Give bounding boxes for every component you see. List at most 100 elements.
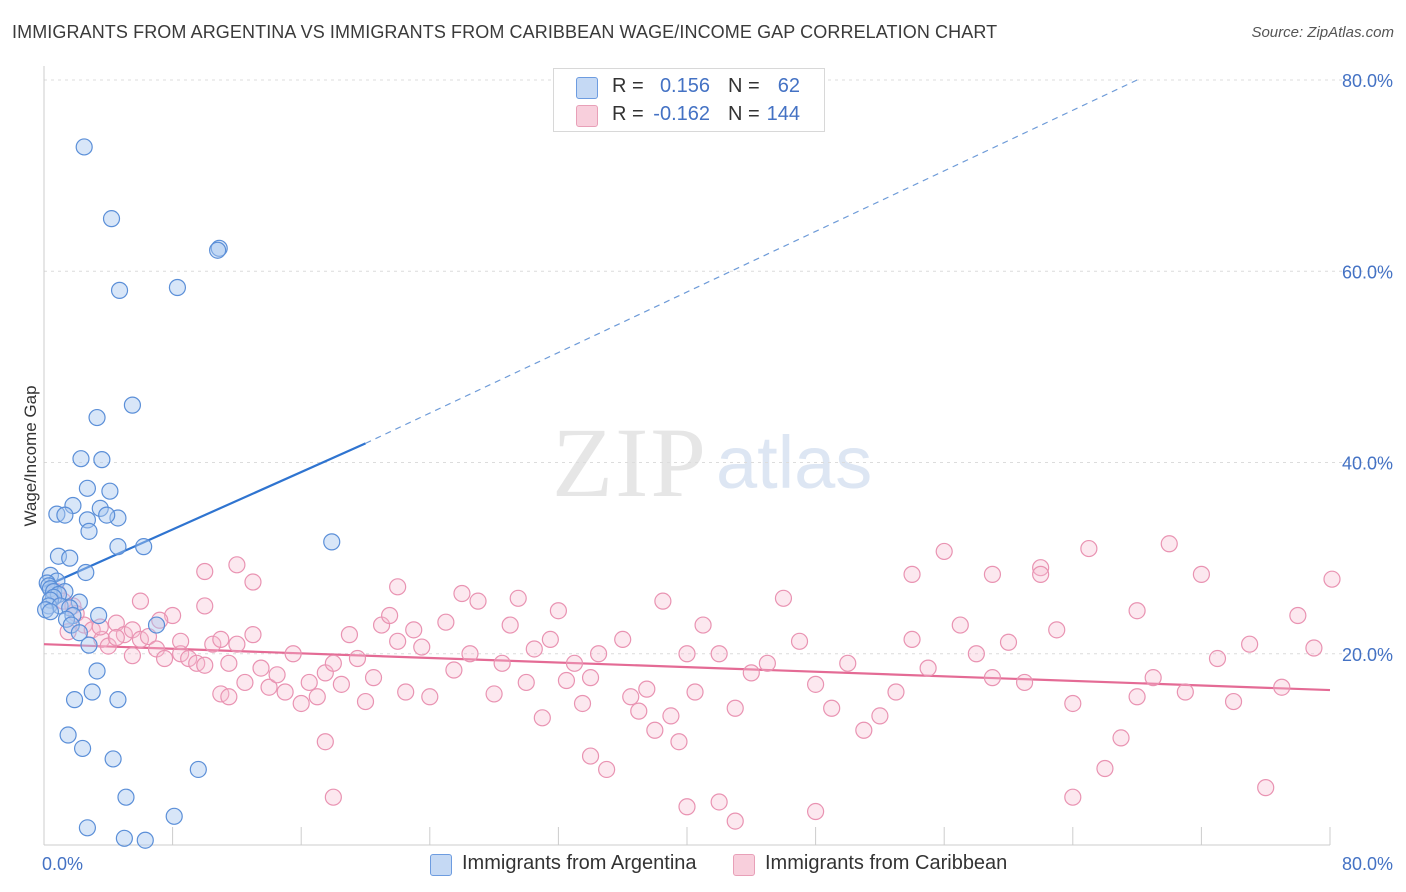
caribbean-point <box>774 589 793 607</box>
argentina-point <box>83 683 101 701</box>
caribbean-point <box>340 626 359 644</box>
caribbean-point <box>469 592 487 610</box>
caribbean-point <box>598 760 616 779</box>
source-label: Source: ZipAtlas.com <box>1251 24 1394 41</box>
argentina-point <box>189 760 207 779</box>
argentina-point <box>109 509 127 527</box>
caribbean-point <box>397 683 415 701</box>
caribbean-point <box>935 542 953 561</box>
caribbean-point <box>509 589 527 607</box>
caribbean-point <box>220 688 238 706</box>
caribbean-point <box>413 638 431 656</box>
caribbean-point <box>292 694 310 713</box>
caribbean-point <box>212 630 230 649</box>
caribbean-point <box>525 640 543 658</box>
caribbean-point <box>1323 570 1341 588</box>
legend-r-value: -0.162 <box>653 103 710 125</box>
caribbean-point <box>581 747 600 765</box>
caribbean-point <box>381 606 399 625</box>
argentina-point <box>123 396 142 414</box>
caribbean-point <box>839 654 857 672</box>
argentina-point <box>61 549 79 567</box>
caribbean-point <box>1096 759 1114 778</box>
caribbean-point <box>1224 692 1243 711</box>
caribbean-point <box>155 649 174 668</box>
caribbean-point <box>244 626 262 644</box>
caribbean-point <box>710 793 728 811</box>
caribbean-point <box>549 602 568 620</box>
caribbean-point <box>276 683 294 701</box>
caribbean-point <box>622 688 640 706</box>
caribbean-point <box>260 678 278 696</box>
caribbean-point <box>1112 729 1130 747</box>
argentina-point <box>56 506 74 524</box>
caribbean-point <box>300 673 318 692</box>
caribbean-point <box>172 645 190 663</box>
caribbean-point <box>533 709 551 727</box>
caribbean-point <box>541 630 559 649</box>
argentina-point <box>65 691 84 709</box>
caribbean-point <box>437 613 455 631</box>
caribbean-point <box>565 654 584 672</box>
data-points <box>37 138 1341 849</box>
caribbean-point <box>1064 788 1082 806</box>
caribbean-point <box>151 611 169 629</box>
legend-row-argentina: R = 0.156 N = 62 <box>554 73 824 101</box>
caribbean-point <box>493 654 511 672</box>
caribbean-point <box>1305 639 1323 657</box>
y-tick-label: 40.0% <box>1342 454 1393 474</box>
caribbean-legend-swatch <box>733 854 755 876</box>
axes <box>43 66 1331 846</box>
argentina-trend-line <box>43 442 366 588</box>
argentina-point <box>80 636 98 654</box>
chart-title: IMMIGRANTS FROM ARGENTINA VS IMMIGRANTS … <box>12 22 998 42</box>
caribbean-point <box>557 671 576 690</box>
caribbean-point <box>196 597 214 615</box>
caribbean-point <box>164 606 182 625</box>
legend-n-value: 144 <box>766 103 800 125</box>
y-tick-label: 80.0% <box>1342 71 1393 91</box>
caribbean-point <box>316 733 334 751</box>
caribbean-point <box>284 645 302 663</box>
caribbean-trend-line <box>43 643 1331 692</box>
argentina-point <box>209 241 227 259</box>
caribbean-point <box>485 685 503 703</box>
trend-lines <box>43 79 1331 692</box>
caribbean-point <box>726 812 744 830</box>
legend-r-label: R = <box>612 103 644 125</box>
legend-row-caribbean: R = -0.162 N = 144 <box>554 101 824 129</box>
argentina-point <box>117 788 135 806</box>
caribbean-point <box>823 699 841 717</box>
caribbean-point <box>903 630 921 649</box>
caribbean-point <box>1257 779 1275 797</box>
argentina-point <box>72 450 90 468</box>
argentina-point <box>102 210 121 228</box>
caribbean-point <box>1048 621 1066 639</box>
caribbean-point <box>204 635 222 653</box>
y-tick-label: 60.0% <box>1342 262 1393 282</box>
argentina-point <box>45 588 63 606</box>
caribbean-point <box>790 632 809 650</box>
caribbean-point <box>1015 673 1034 692</box>
caribbean-point <box>871 707 889 725</box>
caribbean-point <box>1064 694 1082 713</box>
caribbean-swatch <box>576 105 598 127</box>
argentina-point <box>80 522 98 540</box>
correlation-legend: R = 0.156 N = 62 R = -0.162 N = 144 <box>553 68 825 132</box>
caribbean-point <box>389 632 407 650</box>
argentina-legend-swatch <box>430 854 452 876</box>
caribbean-point <box>1128 602 1146 620</box>
caribbean-point <box>654 592 672 610</box>
argentina-point <box>93 451 111 469</box>
caribbean-point <box>1144 669 1162 687</box>
argentina-point <box>109 691 127 709</box>
legend-n-label: N = <box>728 75 760 97</box>
caribbean-point <box>348 649 367 668</box>
caribbean-point <box>662 707 680 725</box>
caribbean-point <box>1289 606 1307 625</box>
argentina-point <box>90 606 108 625</box>
legend-r-value: 0.156 <box>659 75 710 97</box>
caribbean-point <box>710 645 728 663</box>
argentina-point <box>59 726 77 744</box>
legend-n-value: 62 <box>777 75 800 97</box>
